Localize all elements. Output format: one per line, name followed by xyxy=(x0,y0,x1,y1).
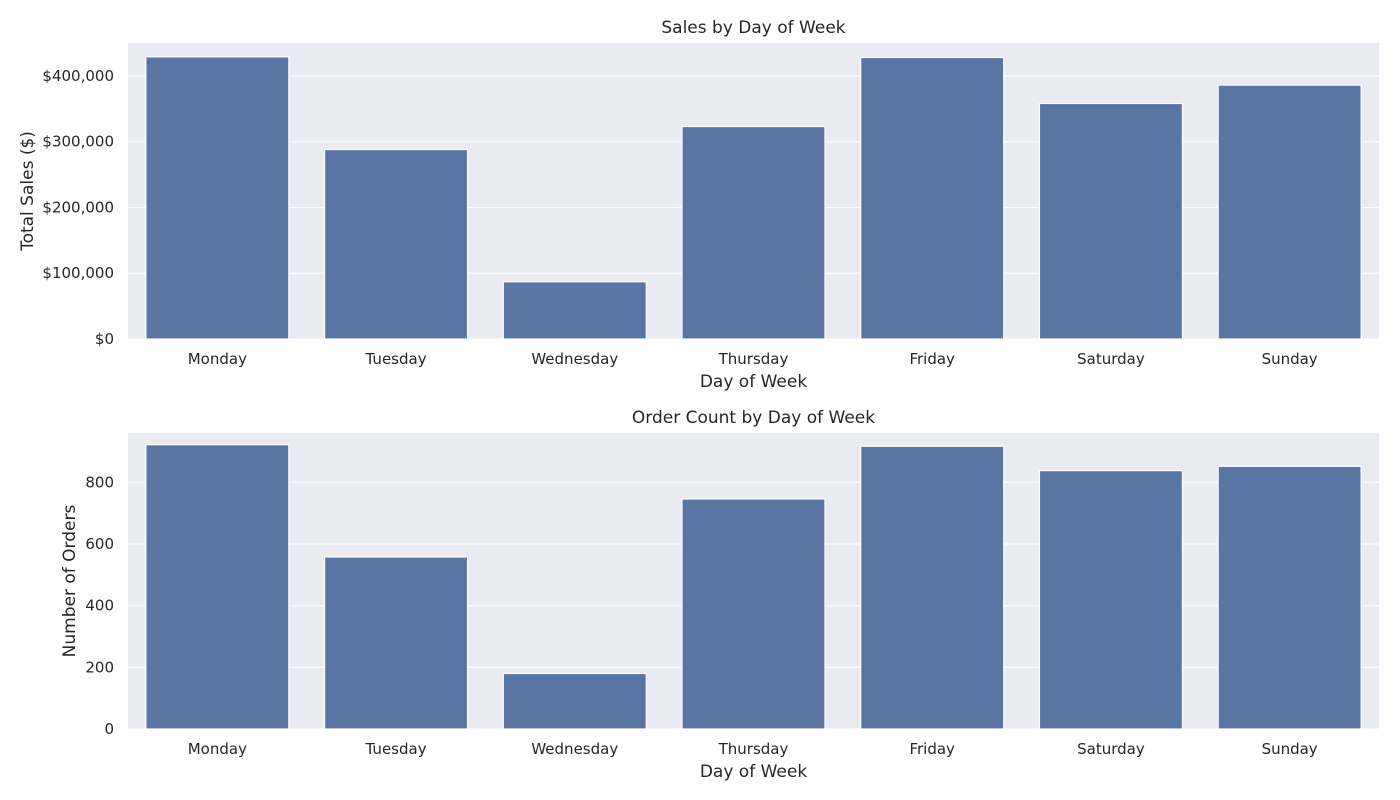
x-tick-label: Wednesday xyxy=(531,350,618,368)
y-tick-label: $100,000 xyxy=(42,264,114,282)
x-tick-label: Sunday xyxy=(1262,350,1318,368)
y-tick-label: 600 xyxy=(85,535,114,553)
y-tick-label: $300,000 xyxy=(42,133,114,151)
orders-x-axis-label: Day of Week xyxy=(700,762,807,782)
bar-tuesday xyxy=(323,148,469,340)
bar-friday xyxy=(860,445,1005,730)
x-tick-label: Monday xyxy=(188,350,247,368)
x-tick-label: Monday xyxy=(188,740,247,758)
x-tick-label: Thursday xyxy=(718,350,789,368)
x-tick-label: Tuesday xyxy=(365,740,427,758)
x-tick-label: Friday xyxy=(909,740,955,758)
orders-y-tick-labels: 0 200 400 600 800 xyxy=(85,473,114,738)
sales-y-axis-label: Total Sales ($) xyxy=(18,131,38,252)
x-tick-label: Friday xyxy=(909,350,955,368)
x-tick-label: Saturday xyxy=(1077,740,1145,758)
y-tick-label: 800 xyxy=(85,473,114,491)
y-tick-label: 200 xyxy=(85,658,114,676)
orders-y-axis-label: Number of Orders xyxy=(60,505,80,658)
orders-bars xyxy=(145,444,1362,730)
bar-wednesday xyxy=(502,672,647,730)
x-tick-label: Sunday xyxy=(1262,740,1318,758)
y-tick-label: $400,000 xyxy=(42,67,114,85)
bar-monday xyxy=(145,56,290,340)
bar-sunday xyxy=(1217,84,1362,340)
bar-sunday xyxy=(1217,465,1362,730)
sales-bars xyxy=(145,56,1362,340)
sales-chart-title: Sales by Day of Week xyxy=(661,18,845,38)
x-tick-label: Tuesday xyxy=(365,350,427,368)
sales-chart: $0 $100,000 $200,000 $300,000 $400,000 Monda… xyxy=(18,18,1379,392)
y-tick-label: $200,000 xyxy=(42,198,114,216)
bar-saturday xyxy=(1038,102,1184,340)
orders-chart-title: Order Count by Day of Week xyxy=(632,408,875,428)
sales-x-tick-labels: Monday Tuesday Wednesday Thursday Friday Satu… xyxy=(188,350,1318,368)
bar-wednesday xyxy=(502,281,647,340)
bar-saturday xyxy=(1038,470,1184,730)
bar-thursday xyxy=(681,498,826,730)
bar-friday xyxy=(860,56,1005,340)
orders-x-tick-labels: Monday Tuesday Wednesday Thursday Friday Satu… xyxy=(188,740,1318,758)
bar-monday xyxy=(145,444,290,730)
orders-chart: 0 200 400 600 800 Monday Tuesday Wednesday Thur… xyxy=(60,408,1379,782)
y-tick-label: 400 xyxy=(85,597,114,615)
bar-thursday xyxy=(681,125,826,340)
y-tick-label: 0 xyxy=(104,720,114,738)
sales-x-axis-label: Day of Week xyxy=(700,372,807,392)
x-tick-label: Wednesday xyxy=(531,740,618,758)
y-tick-label: $0 xyxy=(95,330,114,348)
x-tick-label: Thursday xyxy=(718,740,789,758)
bar-tuesday xyxy=(323,556,469,730)
sales-y-tick-labels: $0 $100,000 $200,000 $300,000 $400,000 xyxy=(42,67,114,348)
x-tick-label: Saturday xyxy=(1077,350,1145,368)
